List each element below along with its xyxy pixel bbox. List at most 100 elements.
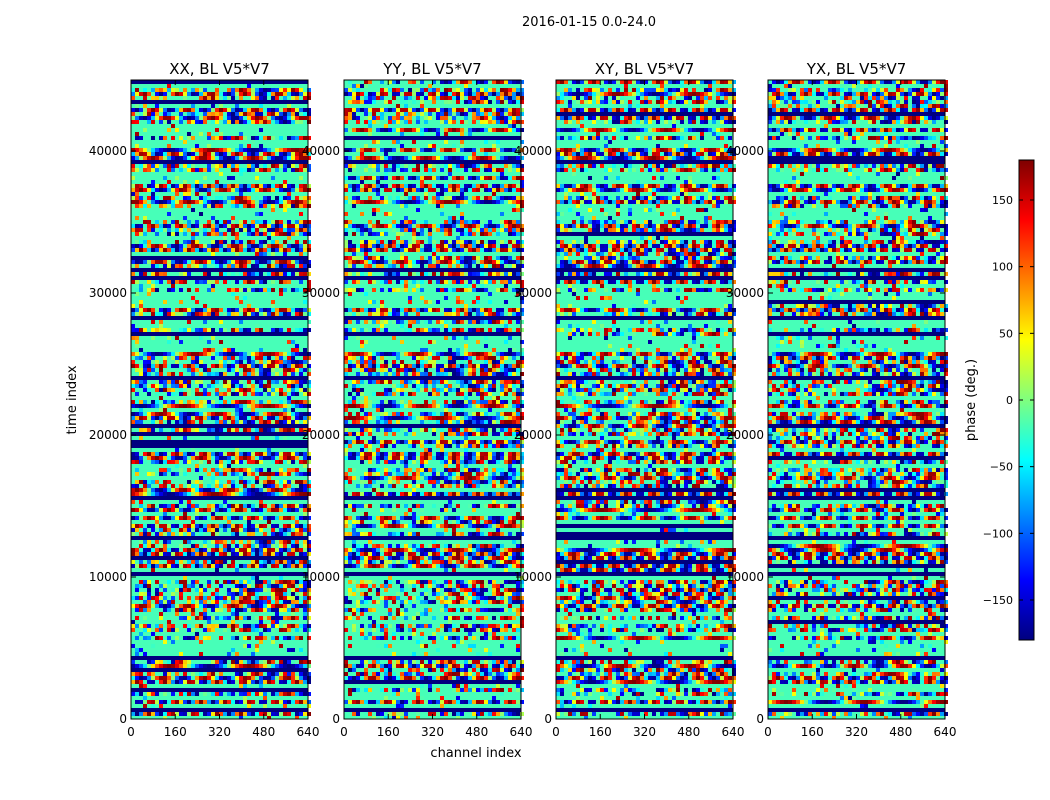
heatmap-cell: [291, 356, 295, 360]
heatmap-cell: [147, 680, 151, 684]
heatmap-cell: [135, 596, 139, 600]
heatmap-cell: [295, 692, 299, 696]
heatmap-cell: [223, 260, 227, 264]
heatmap-cell: [283, 208, 287, 212]
heatmap-cell: [207, 452, 211, 456]
heatmap-cell: [183, 576, 187, 580]
heatmap-cell: [287, 356, 291, 360]
heatmap-cell: [243, 196, 247, 200]
heatmap-cell: [135, 404, 139, 408]
heatmap-cell: [275, 420, 279, 424]
heatmap-cell: [468, 96, 472, 100]
heatmap-cell: [472, 176, 476, 180]
heatmap-cell: [436, 116, 440, 120]
heatmap-cell: [175, 164, 179, 168]
heatmap-cell: [295, 628, 299, 632]
heatmap-cell: [239, 552, 243, 556]
heatmap-cell: [199, 392, 203, 396]
heatmap-cell: [512, 156, 516, 160]
heatmap-cell: [360, 224, 364, 228]
heatmap-cell: [356, 248, 360, 252]
heatmap-cell: [299, 368, 303, 372]
heatmap-cell: [291, 188, 295, 192]
heatmap-cell: [239, 516, 243, 520]
heatmap-cell: [211, 204, 215, 208]
heatmap-cell: [155, 200, 159, 204]
heatmap-cell: [472, 244, 476, 248]
heatmap-cell: [163, 456, 167, 460]
heatmap-cell: [263, 364, 267, 368]
heatmap-cell: [135, 248, 139, 252]
heatmap-cell: [215, 700, 219, 704]
heatmap-cell: [303, 204, 307, 208]
heatmap-cell: [472, 220, 476, 224]
heatmap-cell: [488, 244, 492, 248]
heatmap-cell: [143, 240, 147, 244]
heatmap-cell: [352, 188, 356, 192]
heatmap-cell: [243, 120, 247, 124]
heatmap-cell: [191, 136, 195, 140]
heatmap-cell: [295, 412, 299, 416]
heatmap-cell: [295, 524, 299, 528]
heatmap-cell: [207, 288, 211, 292]
heatmap-cell: [444, 228, 448, 232]
heatmap-cell: [239, 144, 243, 148]
heatmap-cell: [183, 232, 187, 236]
heatmap-cell: [352, 176, 356, 180]
heatmap-cell: [183, 392, 187, 396]
heatmap-cell: [291, 648, 295, 652]
heatmap-cell: [187, 288, 191, 292]
heatmap-cell: [267, 456, 271, 460]
heatmap-cell: [259, 512, 263, 516]
heatmap-cell: [207, 152, 211, 156]
heatmap-cell: [492, 244, 496, 248]
heatmap-cell: [259, 540, 263, 544]
heatmap-cell: [171, 284, 175, 288]
heatmap-cell: [508, 164, 512, 168]
heatmap-cell: [488, 148, 492, 152]
heatmap-cell: [516, 80, 520, 84]
heatmap-cell: [223, 676, 227, 680]
heatmap-cell: [207, 92, 211, 96]
heatmap-cell: [147, 188, 151, 192]
flagged-row: [131, 708, 308, 712]
heatmap-cell: [151, 188, 155, 192]
heatmap-cell: [171, 596, 175, 600]
heatmap-cell: [167, 532, 171, 536]
heatmap-cell: [364, 244, 368, 248]
heatmap-cell: [360, 188, 364, 192]
heatmap-cell: [255, 488, 259, 492]
heatmap-cell: [227, 564, 231, 568]
heatmap-cell: [271, 636, 275, 640]
heatmap-cell: [139, 348, 143, 352]
heatmap-cell: [299, 272, 303, 276]
heatmap-cell: [227, 652, 231, 656]
heatmap-cell: [207, 196, 211, 200]
heatmap-cell: [155, 552, 159, 556]
heatmap-cell: [287, 552, 291, 556]
heatmap-cell: [183, 624, 187, 628]
heatmap-cell: [195, 168, 199, 172]
heatmap-cell: [436, 228, 440, 232]
heatmap-cell: [183, 352, 187, 356]
heatmap-cell: [167, 184, 171, 188]
heatmap-cell: [195, 220, 199, 224]
heatmap-cell: [472, 148, 476, 152]
heatmap-cell: [267, 148, 271, 152]
heatmap-cell: [291, 184, 295, 188]
heatmap-cell: [159, 636, 163, 640]
heatmap-cell: [295, 248, 299, 252]
heatmap-cell: [175, 92, 179, 96]
heatmap-cell: [303, 512, 307, 516]
heatmap-cell: [307, 200, 311, 204]
heatmap-cell: [139, 204, 143, 208]
heatmap-cell: [303, 412, 307, 416]
heatmap-cell: [239, 260, 243, 264]
heatmap-cell: [247, 600, 251, 604]
heatmap-cell: [251, 392, 255, 396]
heatmap-cell: [191, 612, 195, 616]
heatmap-cell: [440, 212, 444, 216]
heatmap-cell: [231, 628, 235, 632]
heatmap-cell: [143, 456, 147, 460]
heatmap-cell: [227, 508, 231, 512]
